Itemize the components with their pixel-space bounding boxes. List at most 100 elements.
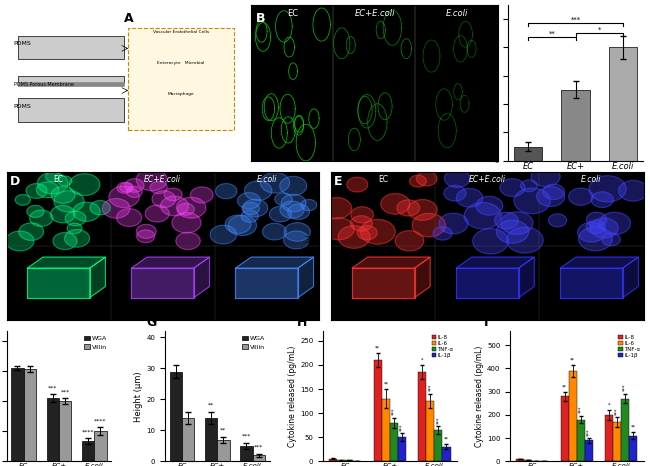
Polygon shape — [237, 192, 261, 209]
Polygon shape — [395, 231, 424, 251]
Polygon shape — [560, 268, 623, 298]
Text: ***: *** — [391, 408, 396, 415]
Polygon shape — [352, 257, 430, 268]
Text: Macrophage: Macrophage — [168, 92, 194, 96]
Polygon shape — [408, 199, 437, 220]
Bar — [516, 459, 525, 461]
Text: ***: *** — [571, 16, 580, 22]
FancyBboxPatch shape — [18, 82, 124, 86]
Polygon shape — [90, 200, 110, 215]
Polygon shape — [350, 216, 372, 231]
Polygon shape — [501, 212, 533, 234]
Polygon shape — [90, 257, 105, 298]
Legend: WGA, Villin: WGA, Villin — [83, 335, 108, 351]
Polygon shape — [500, 178, 525, 197]
Bar — [585, 440, 593, 461]
Text: B: B — [256, 13, 265, 26]
Text: EC+E.coli: EC+E.coli — [469, 174, 506, 184]
Text: Enterocyte   Microbial: Enterocyte Microbial — [157, 61, 205, 65]
Polygon shape — [263, 223, 286, 240]
Y-axis label: P$_{app}$ (cm/s): P$_{app}$ (cm/s) — [461, 59, 474, 106]
Polygon shape — [51, 186, 75, 203]
Polygon shape — [464, 203, 502, 229]
Bar — [170, 371, 182, 461]
Polygon shape — [381, 193, 410, 214]
Polygon shape — [177, 197, 206, 218]
Bar — [577, 419, 585, 461]
Text: ***: *** — [428, 384, 433, 391]
Polygon shape — [589, 176, 626, 202]
Polygon shape — [243, 199, 268, 217]
Polygon shape — [145, 205, 169, 222]
Polygon shape — [27, 206, 44, 218]
Polygon shape — [116, 209, 142, 226]
Bar — [330, 459, 337, 461]
Bar — [434, 430, 443, 461]
Text: ***: *** — [578, 406, 583, 413]
Bar — [605, 415, 614, 461]
Polygon shape — [136, 224, 156, 239]
Polygon shape — [578, 227, 612, 251]
Bar — [525, 460, 532, 461]
Polygon shape — [125, 179, 144, 192]
Text: A: A — [124, 13, 133, 26]
FancyBboxPatch shape — [18, 36, 124, 59]
Text: ***: *** — [242, 434, 251, 439]
Polygon shape — [298, 257, 313, 298]
Polygon shape — [569, 188, 593, 206]
Bar — [374, 360, 382, 461]
Bar — [621, 398, 629, 461]
Polygon shape — [338, 226, 370, 248]
Text: ***: *** — [60, 390, 70, 394]
Bar — [398, 437, 406, 461]
Bar — [614, 422, 621, 461]
Polygon shape — [444, 185, 466, 201]
Polygon shape — [439, 213, 468, 234]
Text: ***: *** — [586, 428, 592, 436]
Polygon shape — [164, 188, 182, 201]
Polygon shape — [288, 204, 309, 219]
FancyBboxPatch shape — [128, 28, 234, 130]
Y-axis label: Height (µm): Height (µm) — [135, 371, 144, 422]
Bar — [82, 441, 94, 461]
Text: E.coli: E.coli — [446, 9, 469, 18]
Text: PDMS Porous Membrane: PDMS Porous Membrane — [14, 82, 73, 87]
Bar — [59, 401, 72, 461]
Polygon shape — [152, 191, 176, 207]
Legend: WGA, Villin: WGA, Villin — [240, 335, 266, 351]
Bar — [426, 401, 434, 461]
Polygon shape — [136, 230, 155, 243]
Text: 2D
view: 2D view — [298, 89, 316, 108]
Text: E: E — [334, 175, 343, 188]
Polygon shape — [67, 223, 82, 233]
Polygon shape — [599, 212, 630, 234]
Polygon shape — [280, 176, 307, 195]
Text: Vascular Endothelial Cells: Vascular Endothelial Cells — [153, 30, 209, 34]
Text: EC: EC — [287, 9, 298, 18]
Polygon shape — [284, 223, 310, 241]
Polygon shape — [412, 213, 445, 237]
Bar — [94, 432, 107, 461]
Polygon shape — [215, 184, 237, 199]
Bar — [11, 368, 23, 461]
Polygon shape — [6, 231, 34, 251]
Polygon shape — [131, 268, 194, 298]
Polygon shape — [445, 170, 470, 187]
Polygon shape — [64, 229, 90, 247]
Polygon shape — [560, 257, 638, 268]
Polygon shape — [357, 226, 377, 240]
Text: *: * — [608, 403, 610, 408]
Bar — [47, 398, 59, 461]
Polygon shape — [519, 257, 534, 298]
Text: ***: *** — [436, 416, 441, 424]
Text: D: D — [10, 175, 20, 188]
Bar — [419, 372, 426, 461]
Text: **: ** — [444, 437, 449, 442]
Text: *: * — [421, 357, 424, 363]
Polygon shape — [235, 257, 313, 268]
Legend: IL-8, IL-6, TNF-α, IL-1β: IL-8, IL-6, TNF-α, IL-1β — [431, 334, 454, 358]
Polygon shape — [322, 198, 352, 219]
Bar — [240, 446, 252, 461]
Polygon shape — [120, 183, 133, 192]
Bar — [345, 460, 354, 461]
